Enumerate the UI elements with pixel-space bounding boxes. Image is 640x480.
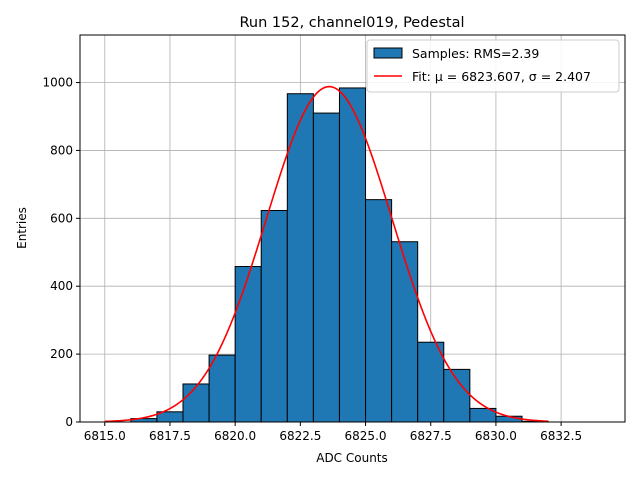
x-tick-label: 6822.5 xyxy=(279,429,321,443)
histogram-bar xyxy=(417,341,445,423)
x-tick-label: 6815.0 xyxy=(84,429,126,443)
legend-histogram-swatch xyxy=(373,47,403,59)
histogram-bar xyxy=(365,199,393,423)
x-tick-label: 6817.5 xyxy=(149,429,191,443)
histogram-bar xyxy=(391,241,419,423)
histogram-bar xyxy=(312,112,340,423)
legend-box xyxy=(366,39,620,93)
histogram-bars xyxy=(130,87,549,423)
histogram-bar xyxy=(338,87,367,423)
y-axis-ticks: 0 200 400 600 800 1000 xyxy=(42,76,80,429)
y-tick-label: 200 xyxy=(50,347,73,361)
histogram-bar xyxy=(182,383,210,423)
legend: Samples: RMS=2.39 Fit: μ = 6823.607, σ =… xyxy=(366,39,620,93)
y-tick-label: 400 xyxy=(50,279,73,293)
histogram-bar xyxy=(234,266,262,423)
histogram-bar xyxy=(286,93,314,423)
x-axis-label: ADC Counts xyxy=(316,451,388,465)
x-tick-label: 6820.0 xyxy=(214,429,256,443)
y-tick-label: 800 xyxy=(50,143,73,157)
legend-histogram-label: Samples: RMS=2.39 xyxy=(412,46,539,61)
chart-title: Run 152, channel019, Pedestal xyxy=(239,15,464,31)
legend-fit-label: Fit: μ = 6823.607, σ = 2.407 xyxy=(412,69,591,84)
y-tick-label: 600 xyxy=(50,211,73,225)
histogram-bar xyxy=(208,354,236,423)
plot-frame xyxy=(79,34,626,423)
x-tick-label: 6825.0 xyxy=(345,429,387,443)
y-tick-label: 0 xyxy=(65,415,73,429)
y-tick-label: 1000 xyxy=(42,76,73,90)
fit-curve xyxy=(104,85,549,423)
x-tick-label: 6827.5 xyxy=(410,429,452,443)
x-tick-label: 6830.0 xyxy=(475,429,517,443)
x-axis-ticks: 6815.0 6817.5 6820.0 6822.5 6825.0 6827.5 6830… xyxy=(84,422,582,443)
gaussian-fit-line xyxy=(104,85,549,423)
histogram-bar xyxy=(443,368,471,423)
x-tick-label: 6832.5 xyxy=(540,429,582,443)
histogram-bar xyxy=(260,210,288,423)
y-axis-label: Entries xyxy=(15,207,29,249)
